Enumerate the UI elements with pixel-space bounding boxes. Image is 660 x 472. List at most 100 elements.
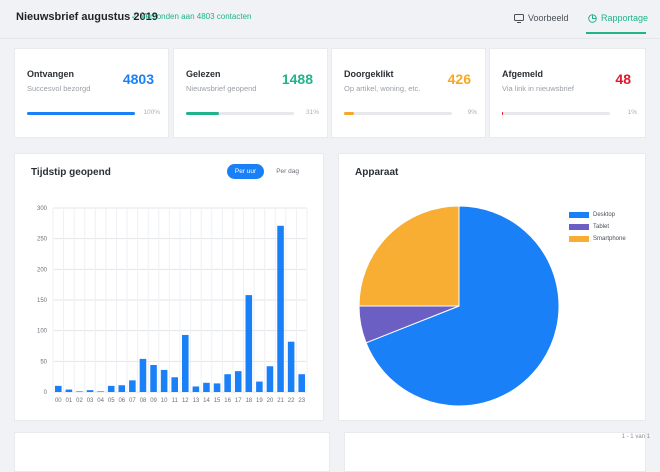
bar-12[interactable] [182,334,189,392]
x-tick-label: 18 [245,398,252,404]
x-tick-label: 11 [172,398,179,404]
legend-label: Desktop [593,212,616,218]
progress-fill [344,112,354,115]
monitor-icon [514,13,524,23]
stat-card-read: Gelezen Nieuwsbrief geopend 1488 31% [173,48,328,138]
progress-track [344,112,452,115]
stat-value: 426 [447,71,471,87]
x-tick-label: 21 [277,398,284,404]
opened-time-title: Tijdstip geopend [31,167,111,178]
pagination-info: 1 - 1 van 1 [621,434,650,440]
tab-report-label: Rapportage [601,13,649,23]
progress-fill [186,112,220,115]
bar-02[interactable] [76,391,83,392]
bar-17[interactable] [234,371,242,392]
per-hour-button[interactable]: Per uur [226,164,265,179]
header-divider [0,38,660,39]
stat-desc: Succesvol bezorgd [27,84,91,93]
bar-06[interactable] [118,385,126,392]
stat-card-received: Ontvangen Succesvol bezorgd 4803 100% [14,48,169,138]
x-tick-label: 19 [256,398,263,404]
bar-23[interactable] [298,374,305,392]
x-tick-label: 12 [182,398,189,404]
tab-preview[interactable]: Voorbeeld [514,13,569,23]
y-tick-label: 100 [37,329,48,335]
bar-21[interactable] [277,225,284,392]
per-day-button[interactable]: Per dag [276,168,299,175]
stat-percent: 9% [467,109,477,116]
stat-name: Afgemeld [502,69,544,79]
legend-swatch [569,236,589,242]
opened-time-panel: Tijdstip geopend Per uur Per dag 0 50 100 1… [14,153,324,421]
stat-card-clicked: Doorgeklikt Op artikel, woning, etc. 426… [331,48,486,138]
bottom-card-right [344,432,646,472]
progress-track [186,112,294,115]
x-tick-label: 09 [150,398,157,404]
bar-04[interactable] [97,391,104,392]
bar-09[interactable] [150,365,157,392]
x-tick-label: 14 [203,398,210,404]
bar-14[interactable] [203,382,210,392]
bar-18[interactable] [245,295,253,392]
legend-item: Desktop [569,209,626,221]
bar-00[interactable] [55,385,62,392]
progress-track [27,112,135,115]
pie-slice-desktop[interactable] [365,205,560,407]
x-tick-label: 00 [55,398,62,404]
bar-01[interactable] [65,389,73,392]
progress-fill [502,112,504,115]
bottom-card-left [14,432,330,472]
y-tick-label: 50 [40,359,47,365]
top-bar: Nieuwsbrief augustus 2019 ✓ Verzonden aan… [0,0,660,40]
x-tick-label: 02 [76,398,83,404]
progress-fill [27,112,135,115]
stat-desc: Nieuwsbrief geopend [186,84,257,93]
x-tick-label: 17 [235,398,242,404]
x-tick-label: 22 [288,398,295,404]
sent-status-text: Verzonden aan 4803 contacten [140,12,252,21]
bar-15[interactable] [213,383,221,392]
bar-22[interactable] [287,341,295,392]
bar-08[interactable] [139,358,147,392]
bar-07[interactable] [129,380,136,392]
x-tick-label: 07 [129,398,136,404]
y-tick-label: 300 [37,206,48,212]
bar-chart-svg: 0 50 100 150 200 250 300 00 01 02 03 04 05 06 07 08 09 10… [37,206,308,404]
legend-label: Tablet [593,224,610,230]
stat-percent: 100% [143,109,160,116]
legend-label: Smartphone [593,236,626,242]
y-tick-label: 150 [37,298,48,304]
bar-03[interactable] [86,390,94,392]
y-tick-label: 0 [44,390,48,396]
x-tick-label: 20 [267,398,274,404]
stat-percent: 31% [305,109,319,116]
x-tick-label: 16 [224,398,231,404]
bar-05[interactable] [107,385,115,392]
x-tick-label: 05 [108,398,115,404]
pie-slice-smartphone[interactable] [358,205,460,307]
legend-item: Tablet [569,221,626,233]
stat-value: 1488 [281,71,313,87]
bar-10[interactable] [160,369,168,392]
x-tick-label: 13 [193,398,200,404]
stat-card-unsubscribed: Afgemeld Via link in nieuwsbrief 48 1% [489,48,646,138]
x-tick-label: 15 [214,398,221,404]
period-toggle: Per uur Per dag [226,164,307,179]
stat-value: 4803 [122,71,154,87]
tab-report[interactable]: Rapportage [588,13,648,23]
bar-13[interactable] [192,386,200,392]
legend-item: Smartphone [569,233,626,245]
stat-name: Gelezen [186,69,221,79]
legend-swatch [569,212,589,218]
progress-track [502,112,610,115]
bar-16[interactable] [224,374,231,392]
x-tick-label: 01 [66,398,73,404]
stat-name: Doorgeklikt [344,69,394,79]
stat-desc: Via link in nieuwsbrief [502,84,574,93]
bar-11[interactable] [171,377,178,392]
y-tick-label: 250 [37,237,48,243]
x-tick-label: 23 [298,398,305,404]
device-panel: Apparaat Desktop Tablet Smartphone [338,153,646,421]
bar-20[interactable] [266,366,274,392]
bar-19[interactable] [256,381,263,392]
